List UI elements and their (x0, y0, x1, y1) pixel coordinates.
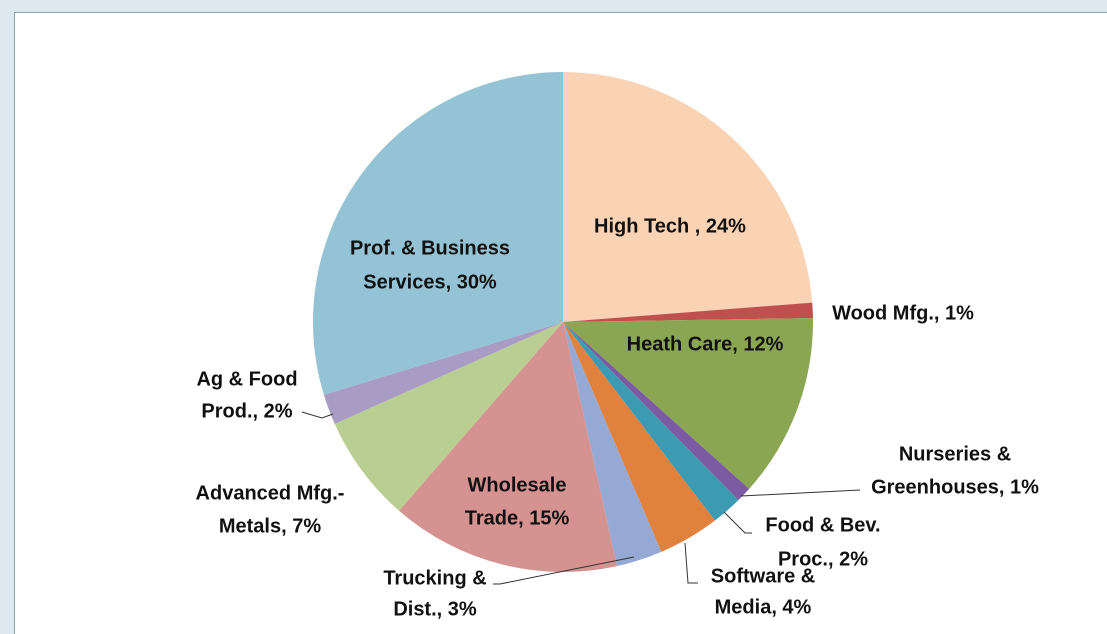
data-label: Nurseries & (899, 443, 1011, 465)
data-label: Advanced Mfg.- (196, 482, 345, 504)
pie-slice (563, 318, 814, 489)
data-label: Proc., 2% (778, 548, 868, 570)
leader-line (740, 489, 861, 497)
pie-slice (563, 322, 750, 501)
data-label: Wood Mfg., 1% (832, 302, 974, 324)
leader-line (301, 411, 334, 419)
pie-slice (399, 322, 618, 572)
pie-slice (563, 322, 715, 552)
data-label: Food & Bev. (765, 514, 880, 536)
pie-slice (563, 322, 662, 567)
data-label: High Tech , 24% (594, 215, 746, 237)
pie-slice (323, 322, 563, 424)
leader-line (723, 511, 752, 534)
pie-slice (563, 322, 739, 521)
pie-slice (563, 302, 813, 322)
pie-slice (312, 72, 563, 395)
data-label: Software & (711, 565, 815, 587)
data-label: Wholesale (468, 474, 567, 496)
leader-line (684, 542, 698, 584)
data-label: Trucking & (383, 567, 486, 589)
data-label: Media, 4% (715, 596, 812, 618)
data-label: Ag & Food (196, 368, 297, 390)
data-label: Prod., 2% (201, 400, 292, 422)
data-label: Greenhouses, 1% (871, 476, 1039, 498)
data-label: Prof. & Business (350, 237, 510, 259)
leader-line (493, 556, 635, 585)
data-label: Metals, 7% (219, 515, 321, 537)
data-label: Trade, 15% (465, 507, 570, 529)
pie-slice (334, 322, 563, 511)
pie-slice (563, 72, 813, 322)
data-label: Heath Care, 12% (627, 333, 784, 355)
data-label: Dist., 3% (393, 598, 477, 620)
data-label: Services, 30% (363, 271, 497, 293)
